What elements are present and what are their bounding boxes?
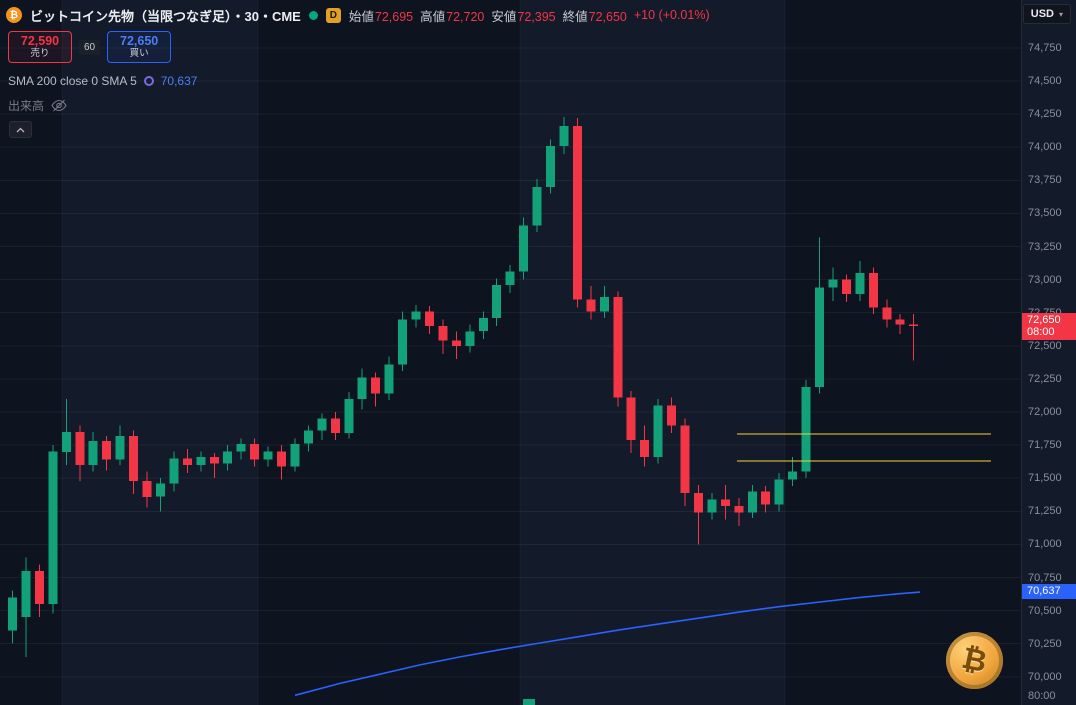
open-readout: 始値72,695 <box>349 6 413 25</box>
price-axis-label: 74,250 <box>1028 108 1062 120</box>
sma-status-icon[interactable] <box>143 76 154 86</box>
sma-price-value: 70,637 <box>1027 585 1061 597</box>
last-price-time: 08:00 <box>1027 326 1055 338</box>
high-value: 72,720 <box>446 9 485 24</box>
chevron-up-icon <box>16 127 25 132</box>
price-axis[interactable]: 74,750 74,500 74,250 74,000 73,750 73,500 73,2… <box>1021 0 1076 705</box>
low-readout: 安値72,395 <box>491 6 555 25</box>
price-axis-label: 74,000 <box>1028 141 1062 153</box>
price-axis-label: 73,000 <box>1028 274 1062 286</box>
price-axis-label: 71,250 <box>1028 505 1062 517</box>
buy-label: 買い <box>129 47 149 59</box>
axis-bottom-time: 80:00 <box>1028 690 1056 702</box>
eye-slash-icon[interactable] <box>51 99 67 112</box>
buy-price: 72,650 <box>120 33 159 48</box>
last-price-value: 72,650 <box>1027 314 1061 326</box>
close-readout: 終値72,650 <box>563 6 627 25</box>
price-axis-label: 74,750 <box>1028 42 1062 54</box>
volume-legend-title[interactable]: 出来高 <box>8 99 45 113</box>
chart-header: ₿ ビットコイン先物（当限つなぎ足）・30・CME D 始値72,695 高値7… <box>6 5 710 25</box>
price-axis-label: 70,500 <box>1028 605 1062 617</box>
close-value: 72,650 <box>588 9 627 24</box>
currency-label: USD <box>1030 8 1054 20</box>
caret-down-icon: ▾ <box>1058 9 1063 19</box>
price-axis-label: 70,250 <box>1028 638 1062 650</box>
price-axis-label: 70,000 <box>1028 671 1062 683</box>
close-label: 終値 <box>562 9 588 24</box>
trade-panel: 72,590 売り 60 72,650 買い <box>8 31 172 63</box>
open-value: 72,695 <box>374 9 414 24</box>
open-label: 始値 <box>348 9 374 24</box>
bitcoin-watermark: ₿ <box>946 632 1003 689</box>
sma-legend-title[interactable]: SMA 200 close 0 SMA 5 <box>8 74 137 88</box>
sma-price-tag: 70,637 <box>1022 584 1076 599</box>
sell-button[interactable]: 72,590 売り <box>8 31 72 63</box>
price-axis-label: 71,500 <box>1028 472 1062 484</box>
price-axis-label: 72,250 <box>1028 373 1062 385</box>
price-axis-label: 73,500 <box>1028 207 1062 219</box>
spread-value: 60 <box>79 39 101 55</box>
candlestick-chart[interactable] <box>0 0 1021 705</box>
price-axis-label: 72,000 <box>1028 406 1062 418</box>
price-axis-label: 73,750 <box>1028 174 1062 186</box>
symbol-title[interactable]: ビットコイン先物（当限つなぎ足）・30・CME <box>30 8 301 24</box>
change-readout: +10 (+0.01%) <box>633 8 710 22</box>
low-value: 72,395 <box>517 9 556 24</box>
sell-label: 売り <box>30 47 50 59</box>
volume-legend-row: 出来高 <box>8 97 67 114</box>
sma-legend-value: 70,637 <box>160 74 198 88</box>
bitcoin-icon-glyph: ₿ <box>9 9 19 21</box>
buy-button[interactable]: 72,650 買い <box>107 31 172 63</box>
price-axis-label: 71,750 <box>1028 439 1062 451</box>
bitcoin-symbol-icon: ₿ <box>6 7 22 23</box>
sma-legend-row: SMA 200 close 0 SMA 5 70,637 <box>8 74 197 88</box>
sell-price: 72,590 <box>20 33 60 48</box>
high-label: 高値 <box>420 9 446 24</box>
price-axis-label: 74,500 <box>1028 75 1062 87</box>
market-status-icon[interactable] <box>308 10 318 20</box>
price-axis-label: 71,000 <box>1028 538 1062 550</box>
last-price-tag: 72,650 08:00 <box>1022 313 1076 340</box>
currency-button[interactable]: USD ▾ <box>1022 4 1071 24</box>
collapse-legend-button[interactable] <box>9 121 32 138</box>
price-axis-label: 72,500 <box>1028 340 1062 352</box>
low-label: 安値 <box>491 9 517 24</box>
bitcoin-glyph-icon: ₿ <box>959 641 990 679</box>
price-axis-label: 70,750 <box>1028 572 1062 584</box>
price-axis-label: 73,250 <box>1028 241 1062 253</box>
delayed-data-badge[interactable]: D <box>325 7 341 23</box>
ohlc-readout: 始値72,695 高値72,720 安値72,395 終値72,650 +10 … <box>349 6 710 25</box>
high-readout: 高値72,720 <box>420 6 484 25</box>
